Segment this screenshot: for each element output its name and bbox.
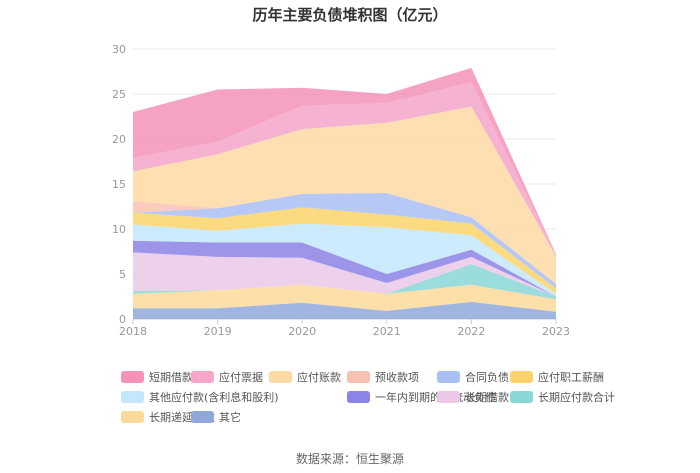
legend-label: 其他应付款(含利息和股利) bbox=[149, 391, 279, 404]
legend-label: 合同负债 bbox=[465, 371, 509, 384]
legend-swatch bbox=[510, 391, 533, 403]
y-tick-label: 5 bbox=[119, 268, 126, 281]
series-area bbox=[133, 193, 556, 289]
data-source: 数据来源：恒生聚源 bbox=[295, 452, 404, 466]
legend-swatch bbox=[121, 411, 144, 423]
legend-swatch bbox=[121, 371, 144, 383]
series-area bbox=[133, 223, 556, 297]
x-axis-ticks: 2018 2019 2020 2021 2022 2023 bbox=[119, 319, 570, 338]
legend-swatch bbox=[121, 391, 144, 403]
legend-item[interactable]: 应付账款 bbox=[269, 369, 341, 384]
legend-label: 应付职工薪酬 bbox=[538, 371, 604, 384]
legend-label: 预收款项 bbox=[375, 371, 419, 384]
y-axis-ticks: 0 5 10 15 20 25 30 bbox=[112, 43, 126, 326]
legend-item[interactable]: 长期应付款合计 bbox=[510, 389, 615, 404]
legend-swatch bbox=[269, 371, 292, 383]
series-area bbox=[133, 301, 556, 319]
x-tick-label: 2020 bbox=[288, 325, 316, 338]
x-tick-label: 2022 bbox=[457, 325, 485, 338]
series-area bbox=[133, 82, 556, 256]
chart-title: 历年主要负债堆积图（亿元） bbox=[252, 6, 448, 24]
legend-item[interactable]: 其他应付款(含利息和股利) bbox=[121, 389, 279, 404]
legend-item[interactable]: 短期借款 bbox=[121, 369, 193, 384]
series-area bbox=[133, 252, 556, 297]
series-area bbox=[133, 67, 556, 256]
series-area bbox=[133, 106, 556, 284]
series-area bbox=[133, 264, 556, 300]
legend-swatch bbox=[191, 411, 214, 423]
legend-item[interactable]: 一年内到期的非流动负债 bbox=[347, 389, 496, 404]
legend-item[interactable]: 预收款项 bbox=[347, 369, 419, 384]
legend-swatch bbox=[510, 371, 533, 383]
legend-item[interactable]: 其它 bbox=[191, 409, 241, 424]
legend-swatch bbox=[437, 371, 460, 383]
series-areas bbox=[133, 67, 556, 319]
legend-item[interactable]: 合同负债 bbox=[437, 369, 509, 384]
y-tick-label: 0 bbox=[119, 313, 126, 326]
series-area bbox=[133, 284, 556, 312]
legend-label: 其它 bbox=[219, 411, 241, 424]
stacked-area-chart: 0 5 10 15 20 25 30 2018 2019 2020 2021 2022 2023 bbox=[112, 43, 570, 338]
series-area bbox=[133, 240, 556, 297]
legend-item[interactable]: 应付职工薪酬 bbox=[510, 369, 604, 384]
legend-label: 短期借款 bbox=[149, 371, 193, 384]
legend-swatch bbox=[347, 391, 370, 403]
legend-swatch bbox=[191, 371, 214, 383]
legend-item[interactable]: 长期借款 bbox=[437, 389, 509, 404]
x-tick-label: 2023 bbox=[542, 325, 570, 338]
legend-item[interactable]: 应付票据 bbox=[191, 369, 263, 384]
legend-label: 一年内到期的非流动负债 bbox=[375, 391, 496, 404]
x-tick-label: 2021 bbox=[373, 325, 401, 338]
y-tick-label: 25 bbox=[112, 88, 126, 101]
x-tick-label: 2018 bbox=[119, 325, 147, 338]
legend-label: 长期借款 bbox=[465, 391, 509, 404]
x-tick-label: 2019 bbox=[204, 325, 232, 338]
y-tick-label: 30 bbox=[112, 43, 126, 56]
y-tick-label: 15 bbox=[112, 178, 126, 191]
legend-swatch bbox=[347, 371, 370, 383]
legend-swatch bbox=[437, 391, 460, 403]
legend-label: 应付票据 bbox=[219, 371, 263, 384]
series-area bbox=[133, 207, 556, 294]
y-tick-label: 10 bbox=[112, 223, 126, 236]
legend-label: 应付账款 bbox=[297, 371, 341, 384]
y-tick-label: 20 bbox=[112, 133, 126, 146]
legend-label: 长期应付款合计 bbox=[538, 391, 615, 404]
